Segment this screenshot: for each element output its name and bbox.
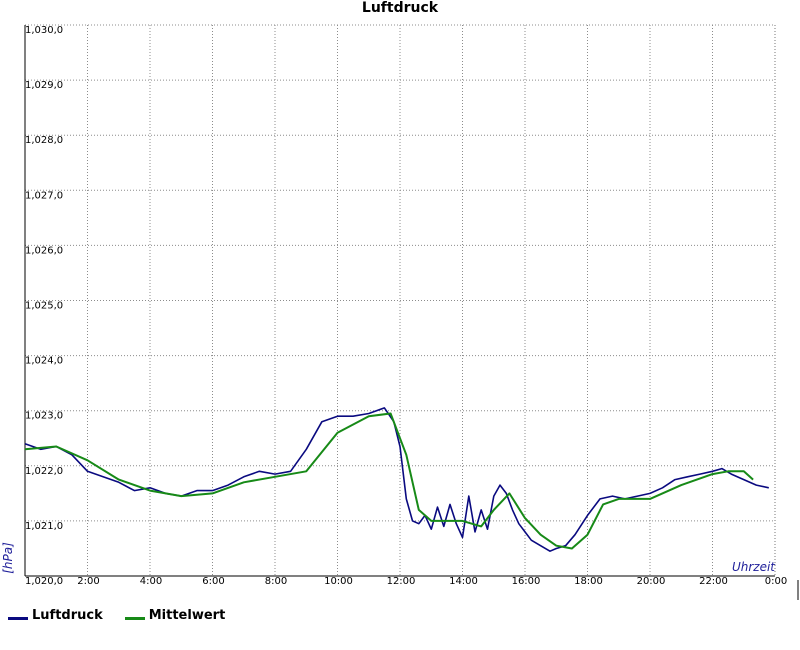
x-tick-labels: 2:00 4:00 6:00 8:00 10:00 12:00 14:00 16:00 18:0…: [77, 576, 787, 587]
x-tick-label: 20:00: [637, 576, 666, 587]
x-tick-label: 4:00: [140, 576, 162, 587]
series-line-luftdruck: [24, 407, 769, 553]
legend-swatch-mittelwert: [124, 617, 145, 620]
y-tick-label: 1,022,0: [25, 466, 63, 477]
x-tick-label: 12:00: [387, 576, 416, 587]
x-tick-label: 16:00: [512, 576, 541, 587]
x-tick-label: 6:00: [202, 576, 224, 587]
series-line-mittelwert: [24, 412, 754, 550]
series: [24, 407, 769, 553]
y-axis-label: [hPa]: [1, 542, 15, 574]
legend: Luftdruck Mittelwert: [8, 608, 225, 623]
x-tick-label: 0:00: [765, 576, 787, 587]
x-axis-label: Uhrzeit: [732, 560, 776, 574]
legend-item-mittelwert: Mittelwert: [124, 608, 226, 623]
x-tick-label: 10:00: [324, 576, 353, 587]
y-tick-label: 1,023,0: [25, 411, 63, 422]
x-tick-label: 22:00: [699, 576, 728, 587]
y-tick-label: 1,028,0: [25, 135, 63, 146]
y-tick-label: 1,027,0: [25, 190, 63, 201]
y-tick-label: 1,021,0: [25, 521, 63, 532]
y-tick-label: 1,029,0: [25, 80, 63, 91]
legend-item-luftdruck: Luftdruck: [8, 608, 103, 623]
y-tick-label: 1,025,0: [25, 301, 63, 312]
y-tick-label: 1,020,0: [25, 576, 63, 587]
y-tick-label: 1,030,0: [25, 25, 63, 36]
x-tick-label: 8:00: [265, 576, 287, 587]
grid: [25, 24, 775, 576]
x-tick-label: 18:00: [574, 576, 603, 587]
y-tick-label: 1,024,0: [25, 356, 63, 367]
x-tick-label: 2:00: [77, 576, 99, 587]
legend-swatch-luftdruck: [8, 617, 28, 620]
y-tick-labels: 1,020,0 1,021,0 1,022,0 1,023,0 1,024,0 1,025…: [25, 25, 63, 587]
axes: [24, 25, 799, 600]
legend-label-luftdruck: Luftdruck: [32, 608, 103, 623]
chart-title: Luftdruck: [362, 0, 439, 16]
y-tick-label: 1,026,0: [25, 245, 63, 256]
legend-label-mittelwert: Mittelwert: [148, 608, 226, 623]
x-tick-label: 14:00: [449, 576, 478, 587]
